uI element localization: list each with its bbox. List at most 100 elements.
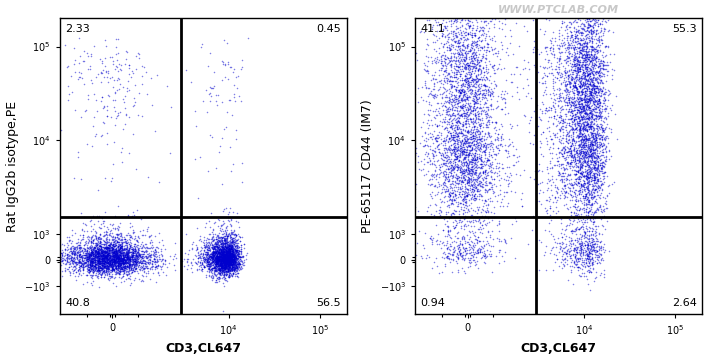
Point (587, 195, 598, 201)
Point (100, 241, 111, 247)
Point (481, 157, 493, 163)
Point (573, 163, 584, 169)
Point (215, 253, 226, 259)
Point (423, 85, 434, 91)
Point (208, 252, 219, 258)
Point (226, 252, 237, 257)
Point (452, 57, 464, 62)
Point (457, 42, 468, 48)
Point (578, 173, 590, 179)
Point (564, 151, 576, 156)
Point (578, 134, 589, 139)
Point (108, 253, 119, 259)
Point (97, 256, 108, 261)
Point (47, 231, 58, 236)
Point (480, 147, 491, 153)
Point (469, 147, 480, 152)
Point (77, 264, 88, 270)
Point (455, 58, 466, 64)
Point (564, 253, 576, 259)
Point (437, 103, 448, 109)
Point (569, 156, 581, 161)
Point (223, 251, 234, 256)
Point (592, 185, 603, 191)
Point (147, 258, 158, 264)
Point (91, 250, 103, 256)
Point (570, 123, 581, 129)
Point (210, 250, 221, 256)
Point (186, 245, 198, 251)
Point (588, 62, 600, 68)
Point (89, 262, 101, 268)
Point (212, 267, 224, 273)
Point (67, 258, 79, 264)
Point (222, 251, 234, 256)
Point (544, 146, 555, 152)
Point (203, 272, 215, 278)
Point (106, 256, 118, 261)
Point (570, 171, 581, 177)
Point (85, 265, 96, 271)
Point (445, 58, 456, 64)
Point (127, 248, 139, 253)
Point (90, 248, 101, 254)
Point (69, 57, 80, 63)
Point (449, 3, 460, 8)
Point (441, 87, 452, 92)
Point (466, 108, 477, 114)
Point (99, 247, 110, 253)
Point (571, 155, 583, 160)
Point (572, 68, 583, 74)
Point (206, 256, 217, 261)
Point (217, 251, 228, 257)
Point (474, 155, 485, 161)
Point (171, 255, 182, 261)
Point (590, 59, 602, 65)
Point (216, 254, 227, 260)
Point (231, 264, 242, 269)
Point (112, 254, 123, 260)
Point (457, 28, 469, 34)
Point (452, 181, 464, 187)
Point (586, 235, 598, 241)
Point (113, 268, 125, 274)
Point (446, 112, 457, 118)
Point (569, 55, 581, 60)
Point (113, 253, 124, 259)
Point (103, 247, 114, 253)
Point (459, 50, 471, 56)
Point (572, 107, 583, 113)
Point (600, 53, 611, 58)
Point (85, 268, 96, 274)
Point (118, 261, 130, 267)
Point (214, 257, 225, 263)
Point (208, 256, 219, 262)
Point (509, 255, 520, 261)
Point (430, 56, 441, 61)
Point (114, 257, 125, 263)
Point (442, 223, 453, 229)
Point (449, 108, 460, 113)
Point (103, 254, 114, 260)
Point (500, 147, 511, 153)
Point (577, 148, 588, 154)
Point (469, 32, 480, 38)
Point (452, 44, 464, 49)
Point (222, 258, 234, 264)
Point (455, 129, 467, 135)
Point (452, 10, 463, 16)
Point (78, 81, 89, 87)
Point (47, 259, 59, 265)
Point (542, 44, 553, 50)
Point (484, 242, 495, 247)
Point (587, 16, 598, 22)
Point (588, 142, 600, 148)
Point (467, 40, 478, 45)
Point (544, 64, 555, 70)
Point (218, 249, 229, 255)
Point (229, 247, 241, 253)
Point (109, 257, 120, 262)
Point (597, 186, 608, 192)
Point (572, 179, 583, 185)
Point (198, 263, 210, 269)
